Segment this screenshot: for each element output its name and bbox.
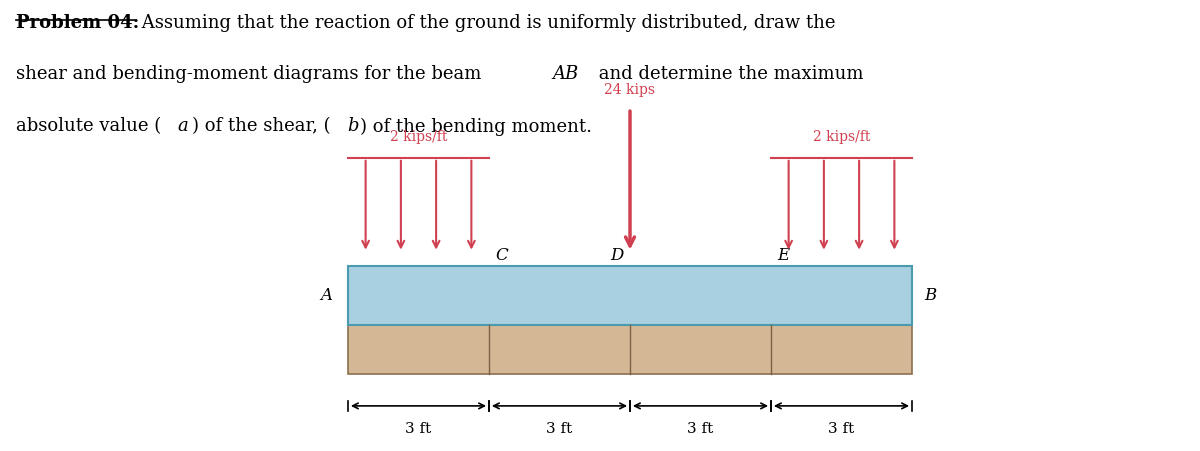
Text: 3 ft: 3 ft [406, 422, 432, 436]
Text: 2 kips/ft: 2 kips/ft [812, 130, 870, 144]
Text: E: E [778, 247, 790, 264]
Text: ) of the bending moment.: ) of the bending moment. [360, 117, 592, 135]
Text: absolute value (: absolute value ( [16, 117, 161, 135]
Text: A: A [320, 287, 332, 304]
Bar [348, 266, 912, 325]
Text: 3 ft: 3 ft [688, 422, 714, 436]
Text: and determine the maximum: and determine the maximum [593, 65, 863, 83]
Text: 2 kips/ft: 2 kips/ft [390, 130, 448, 144]
Text: shear and bending-moment diagrams for the beam: shear and bending-moment diagrams for th… [16, 65, 487, 83]
Text: 24 kips: 24 kips [605, 83, 655, 97]
Text: AB: AB [552, 65, 578, 83]
Text: D: D [611, 247, 624, 264]
Text: ) of the shear, (: ) of the shear, ( [192, 117, 331, 135]
Text: b: b [347, 117, 359, 135]
Text: C: C [496, 247, 508, 264]
Text: Assuming that the reaction of the ground is uniformly distributed, draw the: Assuming that the reaction of the ground… [136, 14, 835, 32]
Text: 3 ft: 3 ft [828, 422, 854, 436]
Text: B: B [924, 287, 936, 304]
Text: 3 ft: 3 ft [546, 422, 572, 436]
Text: a: a [178, 117, 188, 135]
Text: Problem 04:: Problem 04: [16, 14, 139, 32]
Bar [348, 325, 912, 374]
